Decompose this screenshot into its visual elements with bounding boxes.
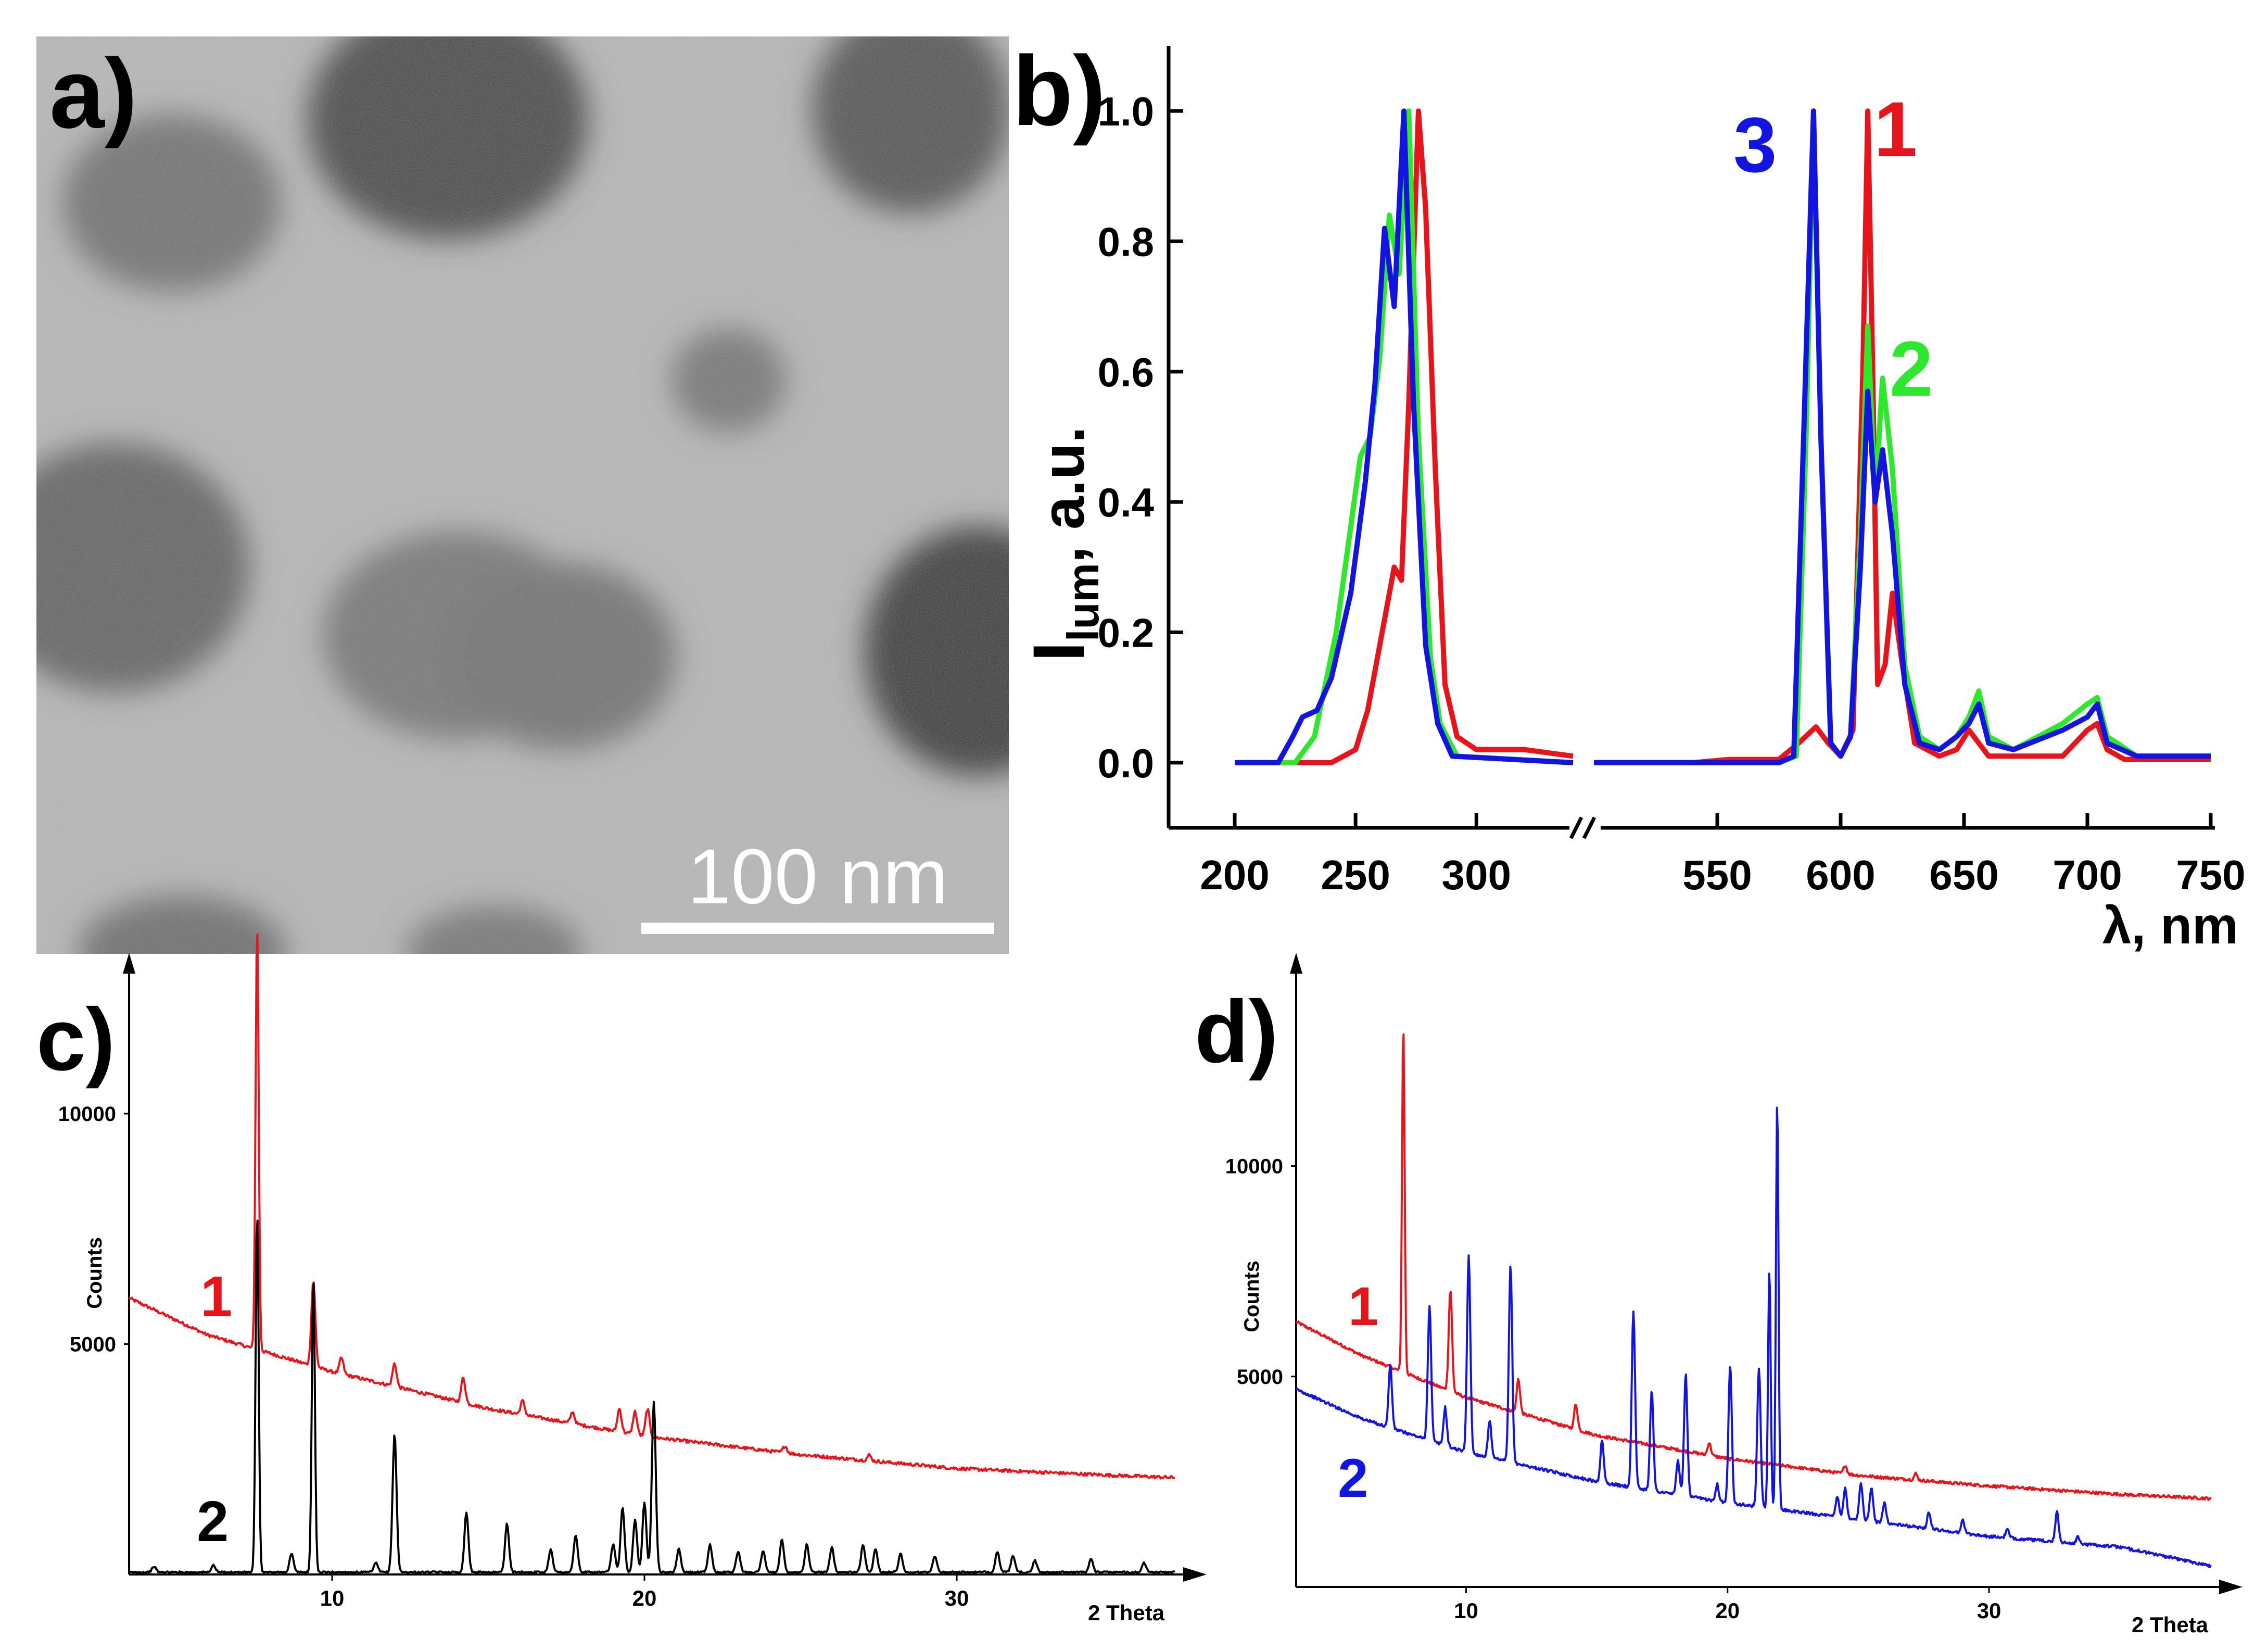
c-x-tick-label: 10 [320, 1586, 345, 1610]
b-y-tick-label: 1.0 [1098, 89, 1154, 134]
b-series-3-right [1592, 108, 2212, 765]
d-x-tick-label: 20 [1715, 1598, 1740, 1623]
b-x-tick-label: 600 [1806, 852, 1875, 898]
c-series-2 [129, 1219, 1176, 1574]
b-series-3-left [1233, 108, 1575, 765]
b-x-axis-title: λ, nm [2102, 897, 2238, 955]
c-annotation-1: 1 [200, 1265, 232, 1329]
c-annotation-2: 2 [197, 1490, 229, 1554]
b-x-tick-label: 550 [1682, 852, 1752, 898]
b-x-tick-label: 650 [1929, 852, 1998, 898]
c-x-axis-title: 2 Theta [1088, 1600, 1165, 1625]
b-axis-break-2 [1582, 816, 1597, 839]
b-y-tick-label: 0.8 [1098, 219, 1154, 265]
xrd-chart-d: d) 10 20 30 5000 10000 Counts 2 Theta 1 2 [1195, 953, 2242, 1637]
panel-label-b: b) [1012, 36, 1106, 146]
c-y-tick-label: 10000 [58, 1103, 116, 1126]
luminescence-chart: b) 0.0 0.2 0.4 0.6 0.8 1.0 200 250 300 550 600 650… [1012, 36, 2246, 955]
d-y-tick-label: 10000 [1225, 1155, 1283, 1178]
c-x-tick-label: 30 [945, 1586, 969, 1610]
b-series-2-left [1233, 108, 1575, 765]
d-x-axis-title: 2 Theta [2132, 1612, 2209, 1637]
c-y-axis-title: Counts [83, 1237, 106, 1309]
c-x-tick-label: 20 [632, 1586, 657, 1610]
c-series-1 [128, 933, 1176, 1480]
b-y-tick-label: 0.6 [1098, 349, 1154, 395]
d-x-tick-label: 10 [1454, 1598, 1478, 1623]
b-x-tick-label: 250 [1321, 852, 1390, 898]
d-x-axis-arrow [2219, 1580, 2242, 1594]
d-series-2 [1295, 1106, 2212, 1568]
panel-label-a: a) [49, 39, 137, 149]
d-y-tick-label: 5000 [1237, 1366, 1283, 1389]
b-x-tick-label: 300 [1442, 852, 1511, 898]
d-y-axis-title: Counts [1240, 1261, 1263, 1332]
scale-bar [641, 923, 994, 934]
b-annotation-3: 3 [1733, 101, 1777, 188]
d-series-1 [1295, 1033, 2212, 1501]
tem-micrograph: a) 100 nm [36, 36, 1009, 954]
b-y-axis-title: Ilum, a.u. [1018, 426, 1108, 662]
b-y-tick-label: 0.0 [1098, 740, 1154, 786]
xrd-chart-c: c) 10 20 30 5000 10000 Counts 2 Theta 1 2 [36, 933, 1207, 1625]
b-x-tick-label: 200 [1200, 852, 1269, 898]
c-x-axis-arrow [1183, 1567, 1207, 1582]
b-x-tick-label: 700 [2052, 852, 2122, 898]
c-y-tick-label: 5000 [70, 1333, 116, 1356]
d-y-axis-arrow [1290, 953, 1302, 974]
d-x-tick-label: 30 [1977, 1598, 2001, 1623]
b-annotation-2: 2 [1890, 325, 1933, 412]
b-x-tick-label: 750 [2176, 852, 2245, 898]
d-annotation-1: 1 [1348, 1276, 1378, 1337]
scale-bar-label: 100 nm [688, 833, 948, 920]
b-annotation-1: 1 [1874, 85, 1917, 173]
b-y-tick-label: 0.2 [1098, 610, 1154, 656]
c-y-axis-arrow [123, 953, 135, 974]
panel-label-c: c) [36, 990, 115, 1089]
b-y-tick-label: 0.4 [1098, 480, 1154, 525]
d-annotation-2: 2 [1338, 1448, 1368, 1509]
b-axis-break-1 [1569, 816, 1583, 839]
panel-label-d: d) [1195, 982, 1278, 1081]
